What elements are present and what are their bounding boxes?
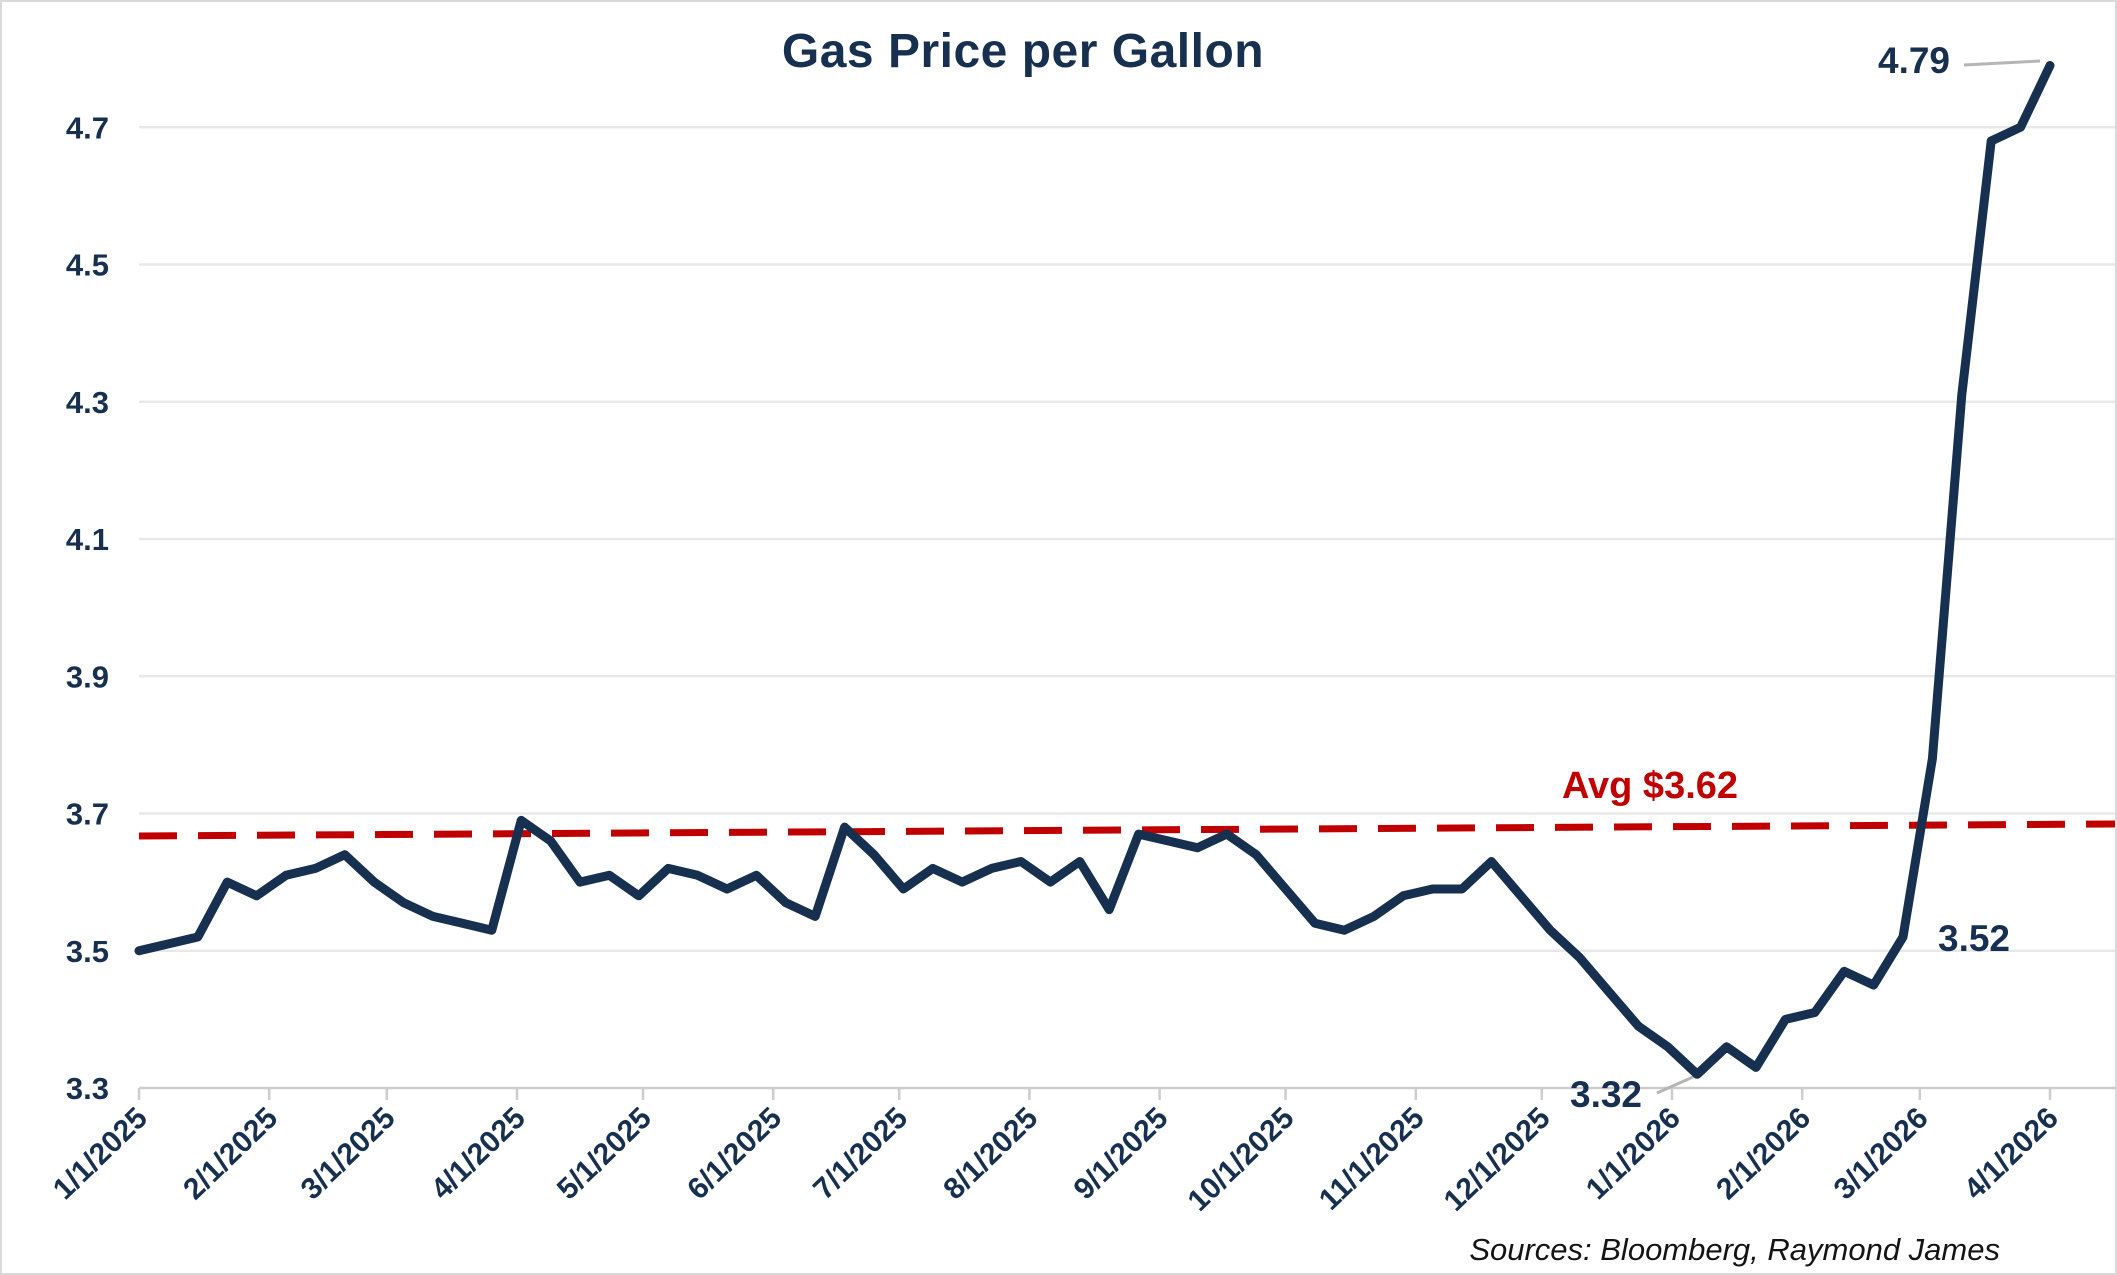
x-axis-tick-label: 4/1/2026 [1958, 1101, 2065, 1206]
y-axis-tick-label: 3.5 [66, 934, 109, 969]
x-axis-tick-label: 4/1/2025 [425, 1101, 532, 1206]
y-axis-tick-label: 4.7 [66, 110, 109, 145]
y-axis-tick-label: 4.1 [66, 522, 109, 557]
y-axis-tick-label: 3.7 [66, 797, 109, 832]
x-axis-tick-label: 3/1/2025 [295, 1101, 402, 1206]
x-axis-tick-label: 3/1/2026 [1828, 1101, 1935, 1206]
x-axis-tick-label: 11/1/2025 [1313, 1101, 1431, 1216]
x-axis-tick-label: 10/1/2025 [1182, 1101, 1301, 1217]
source-note: Sources: Bloomberg, Raymond James [1469, 1232, 2000, 1267]
min-value-annotation: 3.32 [1570, 1074, 1643, 1115]
x-axis-tick-label: 5/1/2025 [551, 1101, 658, 1206]
chart-title: Gas Price per Gallon [781, 25, 1265, 78]
max-value-annotation: 4.79 [1878, 40, 1951, 81]
x-axis-tick-label: 2/1/2025 [177, 1101, 284, 1206]
x-axis-tick-label: 1/1/2026 [1580, 1101, 1687, 1206]
x-axis-tick-label: 12/1/2025 [1438, 1101, 1557, 1217]
max-callout-leader-line [1963, 59, 2041, 67]
average-dashed-line [138, 820, 2115, 840]
gas-price-series-line [134, 61, 2055, 1079]
x-axis-tick-label: 6/1/2025 [681, 1101, 788, 1206]
x-axis-tick-label: 8/1/2025 [937, 1101, 1044, 1206]
y-axis-tick-label: 3.9 [66, 659, 109, 694]
x-axis-tick-label: 9/1/2025 [1068, 1101, 1175, 1206]
y-axis-tick-label: 3.3 [66, 1071, 109, 1106]
x-axis-tick-label: 1/1/2025 [47, 1101, 154, 1206]
prespike-value-annotation: 3.52 [1938, 918, 2011, 959]
y-axis-tick-label: 4.5 [66, 248, 109, 283]
y-axis-tick-label: 4.3 [66, 385, 109, 420]
x-axis-tick-label: 2/1/2026 [1710, 1101, 1817, 1206]
average-line-label: Avg $3.62 [1562, 765, 1739, 807]
x-axis-tick-label: 7/1/2025 [807, 1101, 914, 1206]
